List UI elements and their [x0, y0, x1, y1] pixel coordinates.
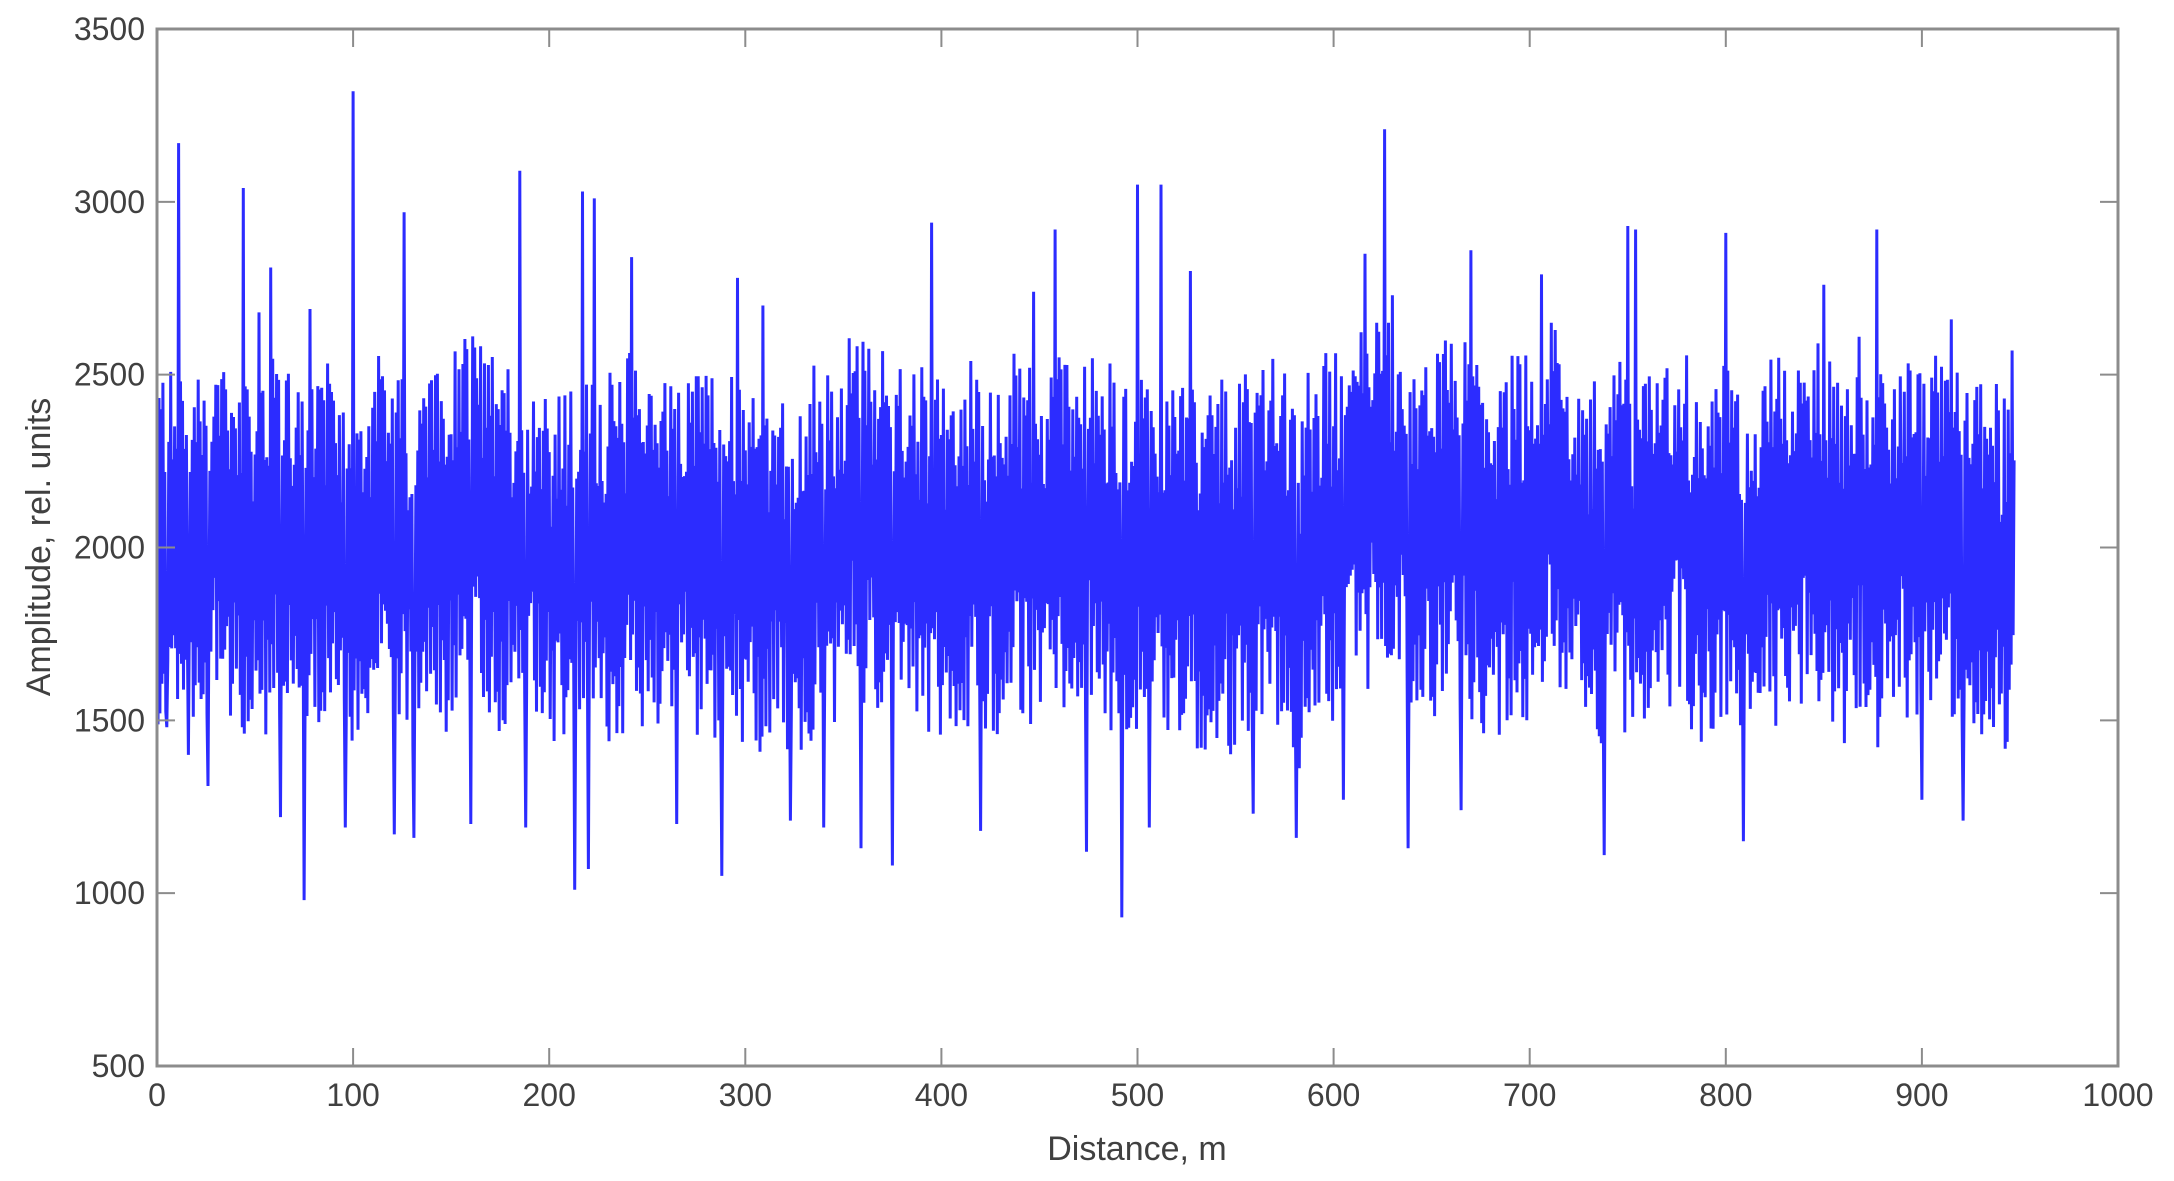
y-axis-title: Amplitude, rel. units — [20, 398, 58, 697]
y-tick-label: 500 — [92, 1048, 145, 1084]
x-tick-label: 300 — [719, 1077, 772, 1113]
x-tick-label: 800 — [1699, 1077, 1752, 1113]
x-axis-ticks: 0 100 200 300 400 500 600 700 800 900 1000 — [148, 29, 2154, 1113]
y-tick-label: 2000 — [74, 530, 145, 566]
x-tick-label: 900 — [1895, 1077, 1948, 1113]
x-tick-label: 0 — [148, 1077, 166, 1113]
y-tick-label: 1000 — [74, 875, 145, 911]
y-tick-label: 3500 — [74, 11, 145, 47]
y-tick-label: 2500 — [74, 357, 145, 393]
y-tick-label: 1500 — [74, 702, 145, 738]
x-tick-label: 200 — [523, 1077, 576, 1113]
y-axis-ticks: 500 1000 1500 2000 2500 3000 3500 — [74, 11, 2118, 1084]
x-tick-label: 700 — [1503, 1077, 1556, 1113]
x-axis-title: Distance, m — [1047, 1130, 1227, 1168]
x-tick-label: 500 — [1111, 1077, 1164, 1113]
x-tick-label: 1000 — [2082, 1077, 2153, 1113]
axes-box — [155, 27, 2120, 1068]
x-tick-label: 100 — [326, 1077, 379, 1113]
amplitude-signal-line — [155, 91, 2016, 918]
y-tick-label: 3000 — [74, 184, 145, 220]
x-tick-label: 400 — [915, 1077, 968, 1113]
x-tick-label: 600 — [1307, 1077, 1360, 1113]
